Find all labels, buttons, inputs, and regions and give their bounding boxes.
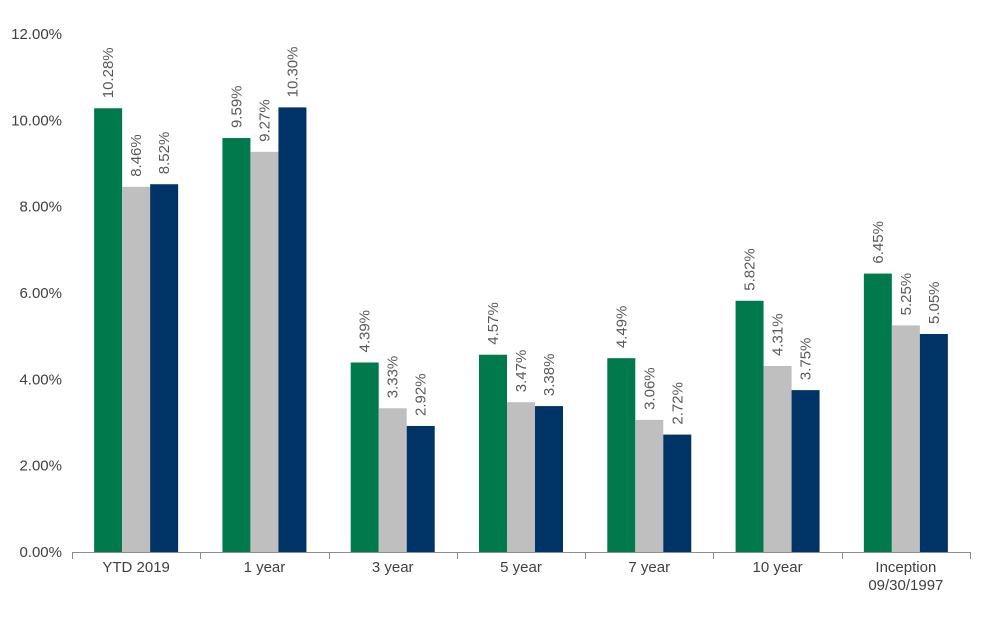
y-tick-label: 2.00%: [19, 458, 62, 475]
bar: [150, 184, 179, 552]
bar: [479, 354, 507, 552]
data-label: 3.33%: [385, 356, 402, 399]
data-label: 9.27%: [256, 99, 273, 142]
bar: [535, 406, 563, 552]
bar: [607, 358, 636, 552]
bar: [891, 325, 920, 552]
bar: [122, 186, 151, 552]
bar: [94, 108, 123, 552]
bar: [250, 151, 279, 552]
data-label: 5.82%: [742, 248, 759, 291]
y-tick-label: 6.00%: [19, 285, 62, 302]
bar: [791, 390, 820, 552]
data-label: 10.30%: [284, 47, 301, 98]
data-label: 4.39%: [357, 310, 374, 353]
x-tick-label: 3 year: [372, 559, 414, 576]
x-tick-label: 09/30/1997: [868, 577, 943, 594]
y-tick-label: 8.00%: [19, 199, 62, 216]
data-label: 4.31%: [770, 313, 787, 356]
x-tick-label: YTD 2019: [102, 559, 170, 576]
bar: [735, 300, 764, 552]
x-tick-label: 7 year: [628, 559, 670, 576]
bar: [763, 365, 792, 552]
data-label: 3.38%: [541, 354, 558, 397]
bar: [863, 273, 892, 552]
y-tick-label: 10.00%: [11, 112, 62, 129]
data-label: 9.59%: [228, 85, 245, 128]
bar: [919, 334, 948, 552]
data-label: 10.28%: [100, 47, 117, 98]
data-label: 2.92%: [413, 373, 430, 416]
data-label: 2.72%: [669, 382, 686, 425]
bar: [406, 425, 435, 552]
data-label: 3.06%: [641, 367, 658, 410]
y-tick-label: 0.00%: [19, 544, 62, 561]
x-tick-label: 5 year: [500, 559, 542, 576]
bar: [378, 408, 407, 552]
x-tick-label: 1 year: [244, 559, 286, 576]
data-label: 3.75%: [798, 338, 815, 381]
x-tick-label: 10 year: [753, 559, 803, 576]
bar: [663, 434, 692, 552]
bar: [507, 402, 535, 552]
y-tick-label: 4.00%: [19, 371, 62, 388]
bar: [222, 138, 251, 552]
data-label: 5.25%: [898, 273, 915, 316]
data-label: 8.52%: [156, 132, 173, 175]
data-label: 3.47%: [513, 350, 530, 393]
data-label: 4.49%: [613, 306, 630, 349]
data-label: 6.45%: [870, 221, 887, 264]
y-tick-label: 12.00%: [11, 26, 62, 43]
data-label: 5.05%: [926, 281, 943, 324]
x-tick-label: Inception: [875, 559, 936, 576]
data-label: 8.46%: [128, 134, 145, 177]
bar: [635, 419, 664, 552]
bar: [278, 107, 307, 552]
bar: [350, 362, 379, 552]
data-label: 4.57%: [485, 302, 502, 345]
